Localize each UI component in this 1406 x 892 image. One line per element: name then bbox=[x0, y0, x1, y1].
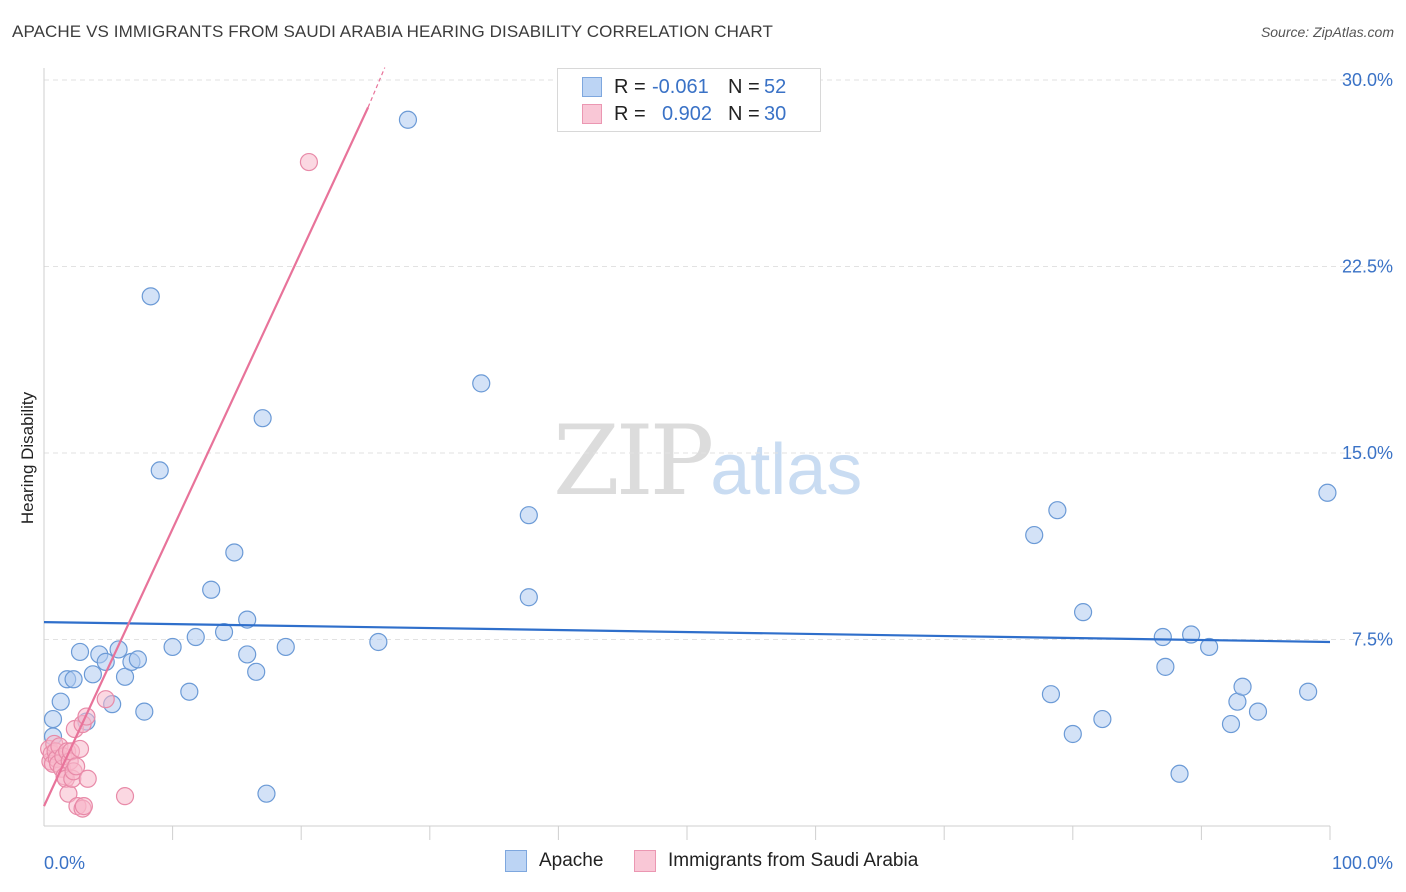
saudi-point bbox=[67, 757, 86, 776]
apache-swatch bbox=[582, 77, 602, 97]
apache-point bbox=[186, 627, 205, 647]
n-value: 30 bbox=[764, 102, 787, 125]
apache-trend-line bbox=[43, 620, 1331, 644]
watermark: ZIPatlas bbox=[553, 405, 862, 517]
stats-row-apache: R = -0.061 N = 52 bbox=[582, 74, 786, 100]
stats-legend: R = -0.061 N = 52 R = 0.902 N = 30 bbox=[557, 68, 821, 132]
apache-point bbox=[398, 110, 418, 129]
saudi-legend-swatch bbox=[634, 850, 656, 872]
apache-point bbox=[472, 374, 491, 393]
saudi-trend-line bbox=[43, 106, 370, 807]
apache-legend-swatch bbox=[505, 850, 527, 872]
apache-point bbox=[180, 682, 199, 701]
legend-item-apache: Apache bbox=[505, 850, 603, 872]
legend-item-saudi: Immigrants from Saudi Arabia bbox=[634, 850, 918, 872]
apache-point bbox=[1025, 525, 1044, 545]
legend-label-saudi: Immigrants from Saudi Arabia bbox=[668, 850, 919, 871]
apache-point bbox=[1048, 501, 1067, 520]
saudi-point bbox=[74, 797, 93, 816]
apache-point bbox=[1073, 603, 1093, 622]
apache-point bbox=[276, 637, 295, 657]
saudi-trend-extension bbox=[367, 67, 386, 108]
watermark-zip: ZIP bbox=[553, 405, 714, 517]
x-tick-label: 0.0% bbox=[44, 853, 85, 873]
y-tick-label: 30.0% bbox=[1342, 70, 1393, 90]
apache-point bbox=[128, 650, 147, 669]
apache-point bbox=[150, 461, 169, 480]
series-legend: Apache Immigrants from Saudi Arabia bbox=[0, 850, 1406, 878]
apache-point bbox=[214, 622, 234, 642]
stats-row-saudi: R = 0.902 N = 30 bbox=[582, 101, 786, 127]
n-label: N = bbox=[728, 102, 760, 125]
x-tick-label: 100.0% bbox=[1332, 853, 1393, 873]
apache-point bbox=[70, 642, 90, 662]
r-value: -0.061 bbox=[652, 75, 709, 98]
watermark-atlas: atlas bbox=[710, 430, 863, 510]
n-label: N = bbox=[728, 75, 760, 98]
apache-point bbox=[1248, 702, 1268, 721]
y-axis-label: Hearing Disability bbox=[18, 391, 37, 524]
y-tick-label: 7.5% bbox=[1352, 630, 1393, 650]
r-label: R = bbox=[614, 75, 646, 98]
apache-point bbox=[247, 662, 266, 681]
apache-point bbox=[238, 610, 257, 629]
apache-point bbox=[64, 670, 83, 689]
r-label: R = bbox=[614, 102, 646, 125]
source-credit: Source: ZipAtlas.com bbox=[1260, 24, 1394, 40]
r-value: 0.902 bbox=[662, 102, 713, 125]
apache-point bbox=[238, 645, 257, 664]
apache-point bbox=[202, 580, 221, 599]
apache-point bbox=[253, 409, 272, 428]
chart-title: APACHE VS IMMIGRANTS FROM SAUDI ARABIA H… bbox=[12, 22, 773, 41]
apache-point bbox=[1153, 627, 1172, 647]
apache-point bbox=[1063, 724, 1082, 744]
apache-point bbox=[1200, 637, 1219, 657]
apache-point bbox=[1170, 764, 1189, 783]
n-value: 52 bbox=[764, 75, 787, 98]
apache-point bbox=[43, 709, 63, 729]
apache-point bbox=[225, 543, 244, 562]
saudi-swatch bbox=[582, 104, 602, 124]
apache-point bbox=[1156, 657, 1175, 676]
apache-point bbox=[519, 588, 538, 607]
apache-point bbox=[1299, 682, 1318, 701]
saudi-point bbox=[96, 690, 115, 709]
apache-point bbox=[1041, 685, 1061, 704]
apache-point bbox=[1221, 714, 1241, 734]
apache-point bbox=[83, 665, 102, 684]
apache-point bbox=[1318, 483, 1337, 502]
apache-point bbox=[51, 692, 70, 711]
saudi-point bbox=[299, 152, 319, 172]
y-tick-label: 22.5% bbox=[1342, 257, 1393, 277]
apache-point bbox=[257, 784, 276, 803]
apache-point bbox=[519, 506, 538, 525]
saudi-point bbox=[115, 787, 135, 806]
apache-point bbox=[1233, 677, 1252, 696]
apache-point bbox=[163, 637, 182, 657]
apache-point bbox=[369, 632, 388, 652]
saudi-point bbox=[78, 769, 97, 788]
apache-point bbox=[135, 702, 154, 721]
apache-point bbox=[141, 287, 160, 306]
legend-label-apache: Apache bbox=[539, 850, 604, 871]
y-tick-label: 15.0% bbox=[1342, 443, 1393, 463]
apache-point bbox=[1093, 709, 1112, 729]
